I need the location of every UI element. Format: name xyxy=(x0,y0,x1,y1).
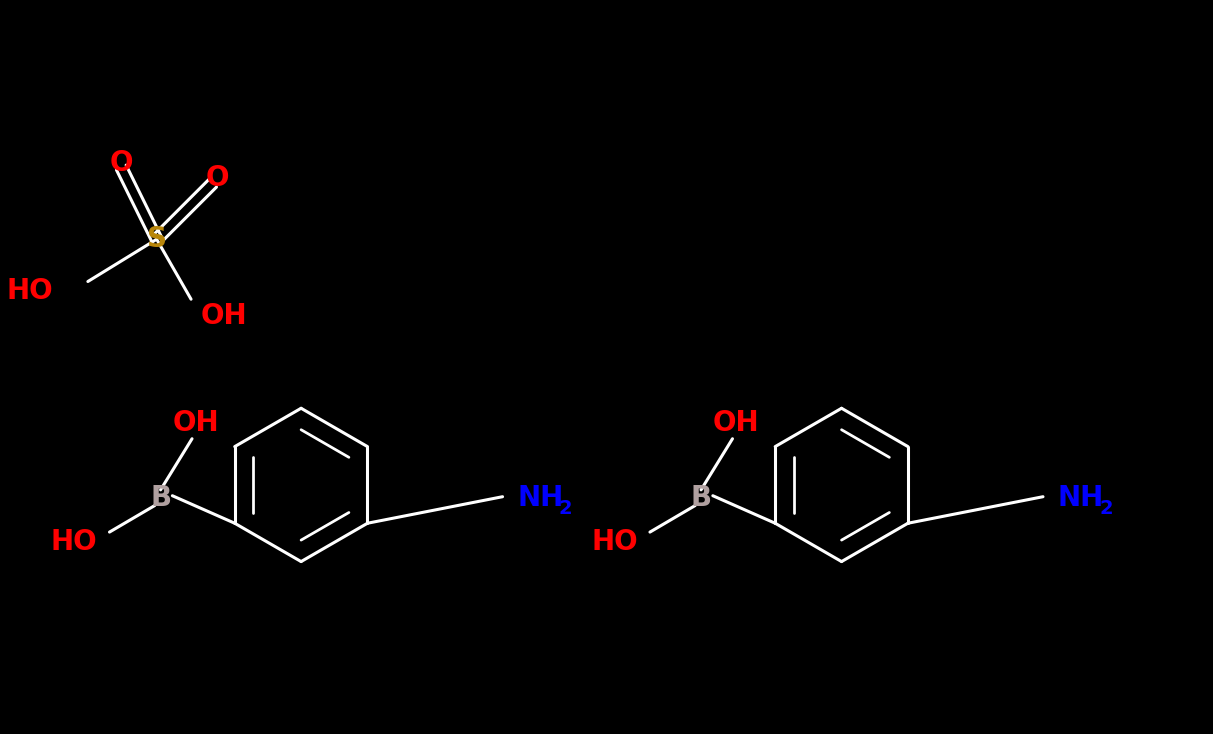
Text: 2: 2 xyxy=(1099,499,1112,518)
Text: HO: HO xyxy=(51,528,97,556)
Text: HO: HO xyxy=(591,528,638,556)
Text: 2: 2 xyxy=(558,499,573,518)
Text: O: O xyxy=(109,148,133,177)
Text: OH: OH xyxy=(713,409,759,437)
Text: S: S xyxy=(147,225,166,253)
Text: B: B xyxy=(150,484,171,512)
Text: O: O xyxy=(206,164,229,192)
Text: B: B xyxy=(690,484,712,512)
Text: NH: NH xyxy=(517,484,564,512)
Text: OH: OH xyxy=(201,302,247,330)
Text: NH: NH xyxy=(1058,484,1104,512)
Text: HO: HO xyxy=(7,277,53,305)
Text: OH: OH xyxy=(172,409,220,437)
